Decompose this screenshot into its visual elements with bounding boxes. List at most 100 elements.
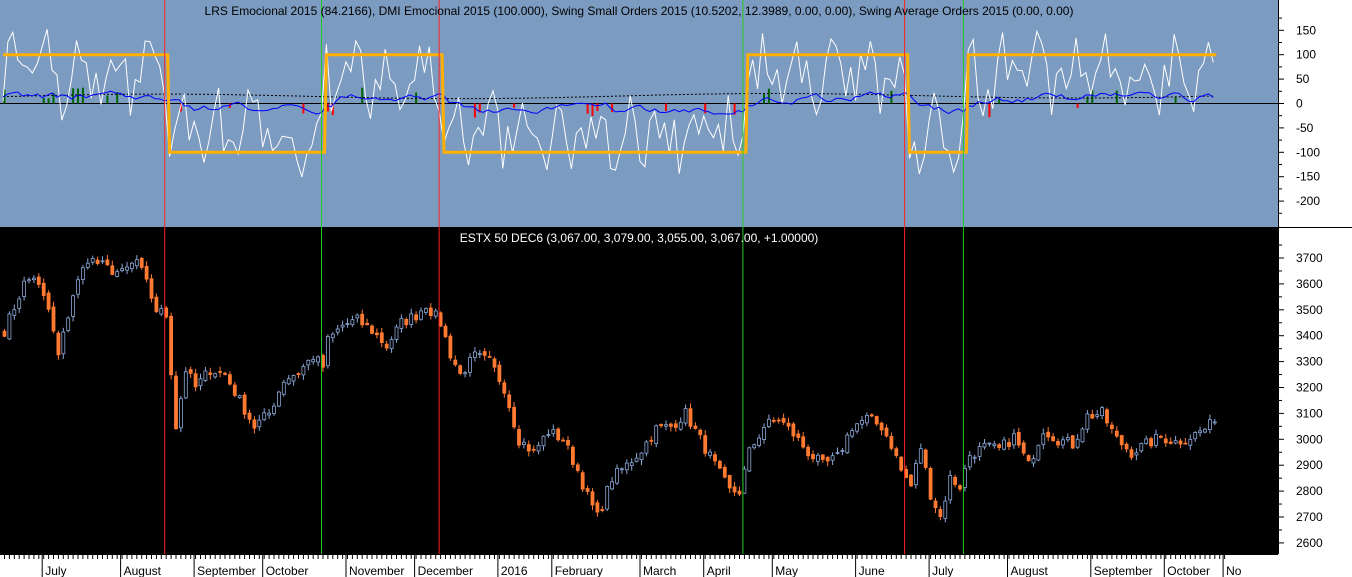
candle-body bbox=[791, 423, 796, 437]
candle-body bbox=[928, 467, 933, 500]
candle-body bbox=[1110, 424, 1114, 430]
candle-body bbox=[830, 455, 835, 461]
candle-body bbox=[340, 324, 345, 328]
candle-body bbox=[708, 451, 712, 456]
price-title: ESTX 50 DEC6 (3,067.00, 3,079.00, 3,055.… bbox=[460, 231, 819, 245]
time-tick-label: July bbox=[932, 564, 953, 577]
candle-body bbox=[605, 486, 610, 510]
candle-body bbox=[276, 391, 281, 407]
candle-body bbox=[580, 472, 585, 490]
candle-body bbox=[982, 442, 987, 448]
candle-body bbox=[620, 468, 624, 471]
indicator-tick-label: -150 bbox=[1296, 170, 1320, 184]
lrs-emocional-line bbox=[2, 29, 1214, 178]
time-tick-label: August bbox=[1011, 564, 1049, 577]
candle-body bbox=[1090, 414, 1095, 419]
time-tick-label: October bbox=[1167, 564, 1210, 577]
candle-body bbox=[1036, 444, 1041, 461]
candle-body bbox=[1139, 443, 1144, 452]
candle-body bbox=[845, 434, 850, 454]
candle-body bbox=[296, 373, 301, 375]
price-tick-label: 3500 bbox=[1296, 303, 1323, 317]
candle-body bbox=[394, 326, 399, 340]
candle-body bbox=[1085, 413, 1090, 430]
candle-body bbox=[801, 436, 806, 448]
candle-body bbox=[909, 474, 913, 487]
candle-body bbox=[806, 446, 810, 457]
candle-body bbox=[1065, 437, 1070, 441]
candle-body bbox=[120, 268, 124, 272]
candle-body bbox=[629, 462, 634, 467]
bottom-axis-bg bbox=[0, 554, 1352, 577]
candle-body bbox=[218, 371, 223, 373]
indicator-tick-label: 100 bbox=[1296, 48, 1316, 62]
candle-body bbox=[997, 444, 1002, 448]
candle-body bbox=[154, 296, 159, 313]
candle-body bbox=[227, 374, 232, 385]
candle-body bbox=[884, 427, 889, 437]
candle-body bbox=[1159, 435, 1163, 438]
candle-body bbox=[914, 463, 918, 486]
candle-body bbox=[673, 423, 678, 428]
candle-body bbox=[615, 467, 619, 484]
candle-body bbox=[129, 262, 134, 270]
candle-body bbox=[458, 365, 463, 374]
indicator-tick-label: -100 bbox=[1296, 145, 1320, 159]
candle-body bbox=[727, 475, 732, 489]
candle-body bbox=[654, 425, 659, 445]
price-y-axis: 3700 3600 3500 3400 3300 3200 3100 3000 2900 2800… bbox=[1278, 244, 1323, 550]
candle-body bbox=[781, 417, 786, 423]
candle-body bbox=[869, 414, 874, 417]
candle-body bbox=[1149, 438, 1153, 447]
candle-body bbox=[90, 258, 95, 263]
candle-body bbox=[1188, 438, 1193, 446]
candle-body bbox=[76, 279, 80, 295]
candle-body bbox=[865, 415, 869, 424]
candle-body bbox=[463, 372, 468, 375]
candle-body bbox=[257, 419, 262, 428]
candle-body bbox=[1061, 439, 1065, 446]
candle-body bbox=[370, 325, 374, 334]
time-tick-label: March bbox=[643, 564, 676, 577]
indicator-plot bbox=[0, 29, 1278, 178]
candle-body bbox=[762, 427, 766, 440]
time-tick-label: October bbox=[266, 564, 309, 577]
candle-body bbox=[325, 336, 330, 367]
candle-body bbox=[115, 271, 120, 277]
price-tick-label: 2600 bbox=[1296, 536, 1323, 550]
candle-body bbox=[933, 500, 938, 509]
candle-body bbox=[722, 466, 727, 478]
dmi-emocional-line bbox=[3, 53, 1217, 154]
candle-body bbox=[737, 490, 742, 495]
candle-body bbox=[169, 315, 174, 376]
candle-body bbox=[855, 423, 859, 432]
candle-body bbox=[213, 373, 218, 378]
price-tick-label: 2900 bbox=[1296, 458, 1323, 472]
candle-body bbox=[1173, 440, 1178, 444]
candle-body bbox=[110, 265, 115, 275]
candle-body bbox=[757, 437, 761, 446]
indicator-panel-bg bbox=[0, 0, 1278, 227]
candle-body bbox=[850, 430, 855, 437]
candle-body bbox=[428, 307, 433, 316]
candle-body bbox=[639, 452, 644, 461]
candle-body bbox=[874, 416, 879, 425]
candle-body bbox=[1075, 438, 1080, 448]
time-axis: July August September October November Decemb… bbox=[4, 555, 1242, 577]
candle-body bbox=[174, 375, 178, 430]
candle-body bbox=[1021, 442, 1026, 454]
candle-body bbox=[404, 318, 409, 326]
candle-body bbox=[1070, 435, 1075, 449]
candle-body bbox=[36, 276, 41, 285]
candle-body bbox=[1046, 431, 1051, 438]
candle-body bbox=[95, 259, 100, 264]
indicator-tick-label: 0 bbox=[1296, 97, 1303, 111]
candle-body bbox=[2, 330, 7, 337]
candle-body bbox=[134, 259, 139, 267]
candle-body bbox=[948, 475, 953, 501]
candle-body bbox=[497, 364, 502, 382]
candle-body bbox=[1012, 433, 1016, 446]
candle-body bbox=[41, 282, 46, 297]
candle-body bbox=[267, 412, 272, 416]
candle-body bbox=[678, 421, 683, 430]
